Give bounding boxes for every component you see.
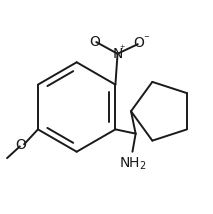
Text: $^-$: $^-$	[142, 34, 150, 44]
Text: O: O	[90, 35, 101, 49]
Text: N: N	[112, 47, 123, 61]
Text: O: O	[133, 36, 144, 50]
Text: O: O	[16, 138, 26, 152]
Text: NH$_2$: NH$_2$	[119, 156, 146, 172]
Text: $^+$: $^+$	[118, 44, 126, 54]
